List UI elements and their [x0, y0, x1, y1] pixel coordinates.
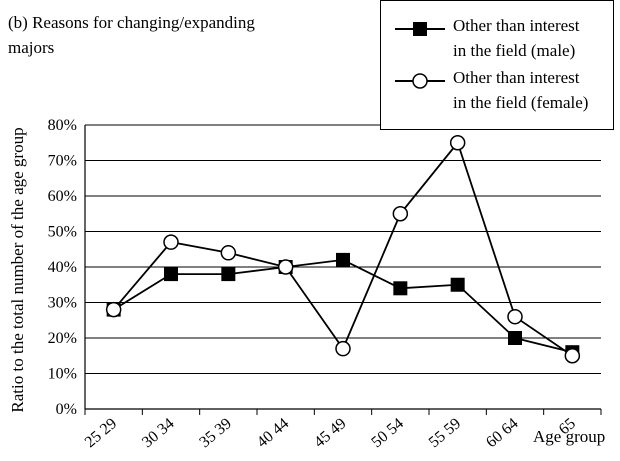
data-point-male: [164, 267, 178, 282]
legend-label-female-line-1: Other than interest: [453, 68, 580, 87]
data-point-male: [393, 281, 408, 296]
y-tick-label: 20%: [48, 330, 77, 347]
y-tick-label: 40%: [48, 259, 77, 276]
x-tick-label: 40 44: [254, 415, 293, 451]
x-tick-label: 55 59: [426, 415, 465, 451]
data-point-female: [277, 259, 294, 275]
x-tick-labels: 25 29 30 34 35 39 40 44 45 49 50 54 55 59 60 64…: [82, 415, 579, 451]
y-tick-label: 30%: [48, 295, 77, 312]
y-tick-label: 0%: [56, 401, 77, 418]
y-tick-label: 50%: [48, 224, 77, 241]
y-tick-labels: 0% 10% 20% 30% 40% 50% 60% 70% 80%: [48, 117, 77, 418]
x-tick-label: 50 54: [368, 415, 407, 451]
data-point-female: [163, 234, 179, 250]
y-tick-label: 80%: [48, 117, 77, 134]
y-tick-label: 10%: [48, 366, 77, 383]
x-tick-label: 60 64: [483, 415, 522, 451]
data-point-female: [564, 348, 581, 364]
open-circle-marker-icon: [395, 73, 445, 89]
data-point-female: [392, 206, 409, 222]
legend: Other than interest in the field (male) …: [380, 0, 614, 130]
x-tick-label: 45 49: [311, 415, 350, 451]
series-markers: [105, 135, 581, 364]
legend-entry-male: Other than interest in the field (male): [395, 13, 615, 63]
data-point-male: [508, 331, 522, 345]
y-axis-label: Ratio to the total number of the age gro…: [8, 127, 27, 413]
legend-label-female-line-2: in the field (female): [453, 93, 589, 112]
data-point-male: [336, 252, 350, 267]
chart-title: (b) Reasons for changing/expanding major…: [8, 10, 255, 60]
x-tick-label: 35 39: [196, 415, 235, 451]
filled-square-marker-icon: [395, 22, 445, 36]
legend-label-male-line-2: in the field (male): [453, 41, 576, 60]
data-point-female: [449, 135, 466, 151]
axes: [84, 125, 602, 415]
x-tick-label: 25 29: [82, 415, 121, 451]
y-tick-label: 70%: [48, 153, 77, 170]
x-axis-label: Age group: [533, 427, 606, 446]
data-point-female: [105, 301, 122, 318]
series-lines: [112, 140, 573, 357]
legend-label-male-line-1: Other than interest: [453, 16, 580, 35]
chart-title-line-2: majors: [8, 38, 55, 57]
data-point-female: [220, 245, 237, 261]
data-point-female: [507, 308, 523, 325]
x-tick-label: 30 34: [139, 415, 178, 451]
gridlines: [85, 124, 601, 374]
data-point-male: [450, 277, 465, 292]
data-point-male: [221, 267, 236, 282]
legend-entry-female: Other than interest in the field (female…: [395, 65, 615, 115]
chart-title-line-1: (b) Reasons for changing/expanding: [8, 13, 255, 32]
series-line-female: [112, 140, 573, 357]
data-point-female: [335, 340, 351, 357]
y-tick-label: 60%: [48, 188, 77, 205]
